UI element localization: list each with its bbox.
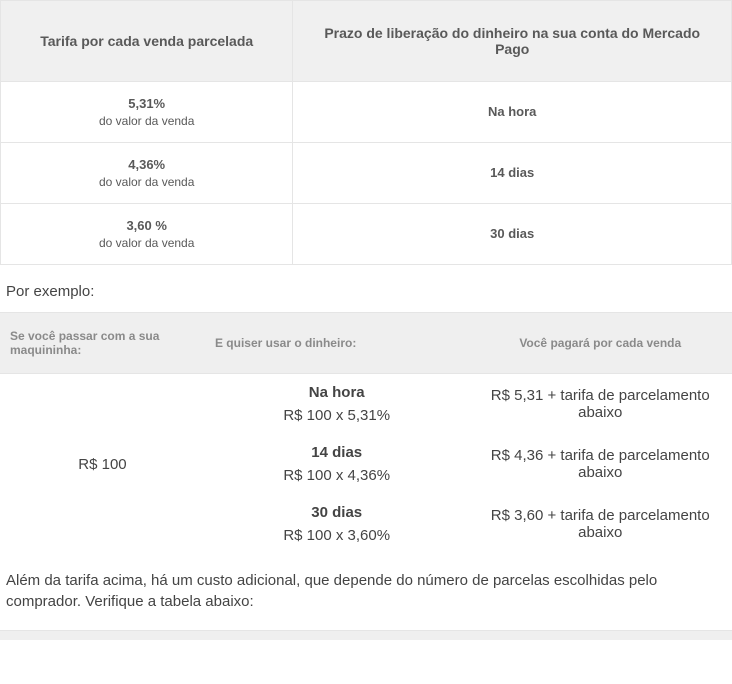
rate-sub: do valor da venda	[99, 175, 194, 189]
example-time: Na hora	[211, 384, 463, 401]
example-header-amount: Se você passar com a sua maquininha:	[0, 313, 205, 374]
example-calc: R$ 100 x 4,36%	[211, 467, 463, 484]
example-table: Se você passar com a sua maquininha: E q…	[0, 312, 732, 554]
rate-sub: do valor da venda	[99, 236, 194, 250]
example-header-time: E quiser usar o dinheiro:	[205, 313, 469, 374]
example-label: Por exemplo:	[6, 283, 732, 300]
table-row: 3,60 % do valor da venda 30 dias	[1, 204, 732, 265]
rate-sub: do valor da venda	[99, 114, 194, 128]
fees-table-header-rate: Tarifa por cada venda parcelada	[1, 1, 293, 82]
table-row: 5,31% do valor da venda Na hora	[1, 82, 732, 143]
example-amount: R$ 100	[0, 374, 205, 555]
rate-value: 5,31%	[13, 96, 280, 111]
example-calc: R$ 100 x 5,31%	[211, 407, 463, 424]
release-value: Na hora	[305, 104, 719, 119]
rate-value: 3,60 %	[13, 218, 280, 233]
example-pay: R$ 5,31 + tarifa de parcelamento abaixo	[468, 374, 732, 435]
example-pay: R$ 3,60 + tarifa de parcelamento abaixo	[468, 494, 732, 554]
fees-table: Tarifa por cada venda parcelada Prazo de…	[0, 0, 732, 265]
rate-value: 4,36%	[13, 157, 280, 172]
table-row: 4,36% do valor da venda 14 dias	[1, 143, 732, 204]
example-calc: R$ 100 x 3,60%	[211, 527, 463, 544]
example-header-pay: Você pagará por cada venda	[468, 313, 732, 374]
fees-table-header-release: Prazo de liberação do dinheiro na sua co…	[293, 1, 732, 82]
footer-text: Além da tarifa acima, há um custo adicio…	[6, 570, 726, 612]
example-pay: R$ 4,36 + tarifa de parcelamento abaixo	[468, 434, 732, 494]
release-value: 30 dias	[305, 226, 719, 241]
table-row: R$ 100 Na hora R$ 100 x 5,31% R$ 5,31 + …	[0, 374, 732, 435]
example-time: 14 dias	[211, 444, 463, 461]
next-table-header-bar	[0, 630, 732, 640]
example-time: 30 dias	[211, 504, 463, 521]
release-value: 14 dias	[305, 165, 719, 180]
